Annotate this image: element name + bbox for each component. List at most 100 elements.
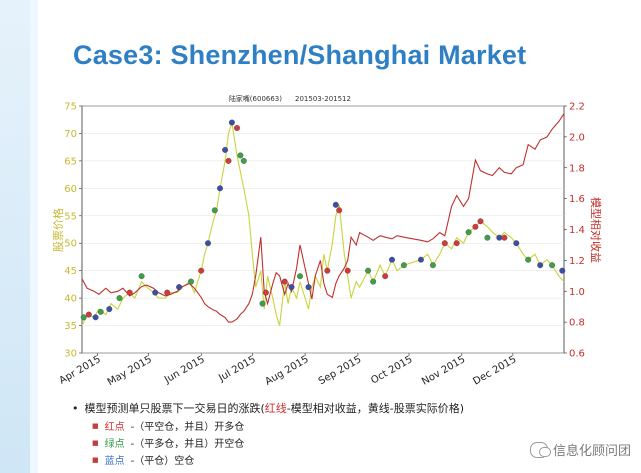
square-bullet-icon: ■ [92, 421, 99, 430]
green-signal-dot [370, 278, 377, 285]
blue-signal-dot [92, 314, 99, 321]
right-axis-ticks: 0.6 0.8 1.0 1.2 1.4 1.6 1.8 2.0 2.2 [564, 102, 585, 360]
blue-signal-dot [176, 284, 183, 291]
right-tick-label: 1.4 [569, 225, 585, 236]
blue-signal-dot [332, 201, 339, 208]
red-signal-dot [225, 157, 232, 164]
bullet-sub-red: ■ 红点 -（平空仓，并且）开多仓 [92, 418, 464, 434]
blue-signal-dot [305, 284, 312, 291]
red-signal-dot [164, 289, 171, 296]
red-signal-dot [344, 267, 351, 274]
bullet-main-part2: -模型相对收益，黄线-股票实际价格) [286, 402, 465, 415]
bullet-sub-green-label: 绿点 [104, 439, 125, 450]
red-signal-dot [501, 234, 508, 241]
left-tick-label: 55 [64, 211, 77, 222]
x-tick-label: Aug 2015 [263, 354, 310, 388]
red-signal-dot [234, 125, 240, 131]
dots-layer [80, 119, 566, 321]
bullet-dot: • [72, 401, 79, 415]
green-signal-dot [138, 273, 145, 280]
green-signal-dot [188, 278, 194, 285]
square-bullet-icon: ■ [92, 455, 99, 464]
green-signal-dot [365, 267, 372, 274]
red-signal-dot [472, 223, 479, 230]
slide-title: Case3: Shenzhen/Shanghai Market [73, 40, 527, 70]
blue-signal-dot [513, 240, 520, 247]
blue-signal-dot [389, 256, 395, 263]
red-signal-dot [477, 218, 484, 225]
bullet-sub-red-text: -（平空仓，并且）开多仓 [130, 422, 245, 433]
left-tick-label: 50 [64, 239, 77, 250]
blue-signal-dot [417, 256, 424, 263]
x-tick-label: May 2015 [106, 354, 154, 388]
left-tick-label: 70 [64, 129, 77, 140]
x-axis-ticks: Apr 2015 May 2015 Jun 2015 Jul 2015 Aug 2015… [58, 353, 518, 388]
left-tick-label: 35 [64, 321, 77, 332]
x-tick-label: Nov 2015 [420, 354, 467, 388]
bullet-sub-green-text: -（平多仓，并且）开空仓 [130, 439, 245, 450]
plot-area [81, 105, 565, 354]
slide-left-band [0, 0, 30, 473]
bullet-sub-red-label: 红点 [104, 422, 125, 433]
right-axis-label: 模型相对收益 [589, 197, 603, 263]
green-signal-dot [429, 262, 436, 269]
blue-signal-dot [205, 240, 211, 247]
red-signal-dot [85, 311, 92, 318]
right-tick-label: 1.8 [569, 163, 585, 174]
return-line [81, 113, 565, 323]
green-signal-dot [259, 300, 266, 307]
right-tick-label: 1.0 [569, 287, 585, 298]
red-signal-dot [441, 240, 448, 247]
bullet-main-red: 红线 [264, 402, 287, 415]
bullet-sub-green: ■ 绿点 -（平多仓，并且）开空仓 [92, 435, 464, 451]
green-signal-dot [97, 308, 104, 315]
left-tick-label: 30 [64, 349, 77, 360]
red-signal-dot [198, 267, 205, 274]
green-signal-dot [525, 256, 532, 263]
left-tick-label: 65 [64, 156, 77, 167]
green-signal-dot [297, 273, 303, 280]
blue-signal-dot [496, 234, 503, 241]
blue-signal-dot [559, 267, 566, 274]
right-tick-label: 2.2 [569, 102, 585, 113]
watermark-text: 信息化顾问团 [552, 444, 631, 459]
right-tick-label: 1.2 [569, 256, 585, 267]
green-signal-dot [211, 207, 218, 214]
blue-signal-dot [152, 289, 159, 296]
bullet-main: • 模型预测单只股票下一交易日的涨跌(红线-模型相对收益，黄线-股票实际价格) [72, 400, 464, 416]
watermark: 信息化顾问团 [529, 440, 631, 459]
red-signal-dot [336, 207, 343, 214]
green-signal-dot [240, 157, 247, 164]
green-signal-dot [116, 295, 123, 302]
green-signal-dot [237, 152, 244, 159]
left-tick-label: 75 [64, 102, 77, 113]
red-signal-dot [453, 240, 460, 247]
chart-title: 陆家嘴(600663) [229, 94, 282, 103]
left-tick-label: 60 [64, 184, 77, 195]
red-signal-dot [126, 289, 133, 296]
blue-signal-dot [217, 185, 223, 192]
green-signal-dot [465, 229, 472, 236]
bullet-sub-blue-label: 蓝点 [104, 456, 125, 467]
green-signal-dot [80, 314, 87, 321]
left-tick-label: 45 [64, 266, 77, 277]
blue-signal-dot [222, 146, 229, 153]
left-axis-label: 股票价格 [51, 208, 65, 252]
bullet-sub-blue-text: -（平仓）空仓 [130, 456, 195, 467]
blue-signal-dot [537, 262, 544, 269]
blue-signal-dot [288, 284, 295, 291]
green-signal-dot [400, 262, 407, 269]
blue-signal-dot [228, 119, 235, 126]
x-tick-label: Dec 2015 [471, 354, 518, 388]
x-tick-label: Jun 2015 [162, 354, 207, 386]
chart-subtitle: 201503-201512 [295, 95, 351, 103]
right-tick-label: 1.6 [569, 194, 585, 205]
bullet-sub-blue: ■ 蓝点 -（平仓）空仓 [92, 452, 464, 468]
red-signal-dot [382, 273, 389, 280]
red-signal-dot [281, 278, 288, 285]
x-tick-label: Jul 2015 [216, 354, 258, 384]
green-signal-dot [549, 262, 556, 269]
right-tick-label: 0.8 [569, 318, 585, 329]
square-bullet-icon: ■ [92, 438, 99, 447]
